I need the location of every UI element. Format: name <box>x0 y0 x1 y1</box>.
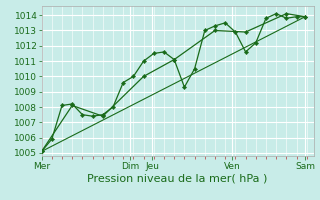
X-axis label: Pression niveau de la mer( hPa ): Pression niveau de la mer( hPa ) <box>87 173 268 183</box>
